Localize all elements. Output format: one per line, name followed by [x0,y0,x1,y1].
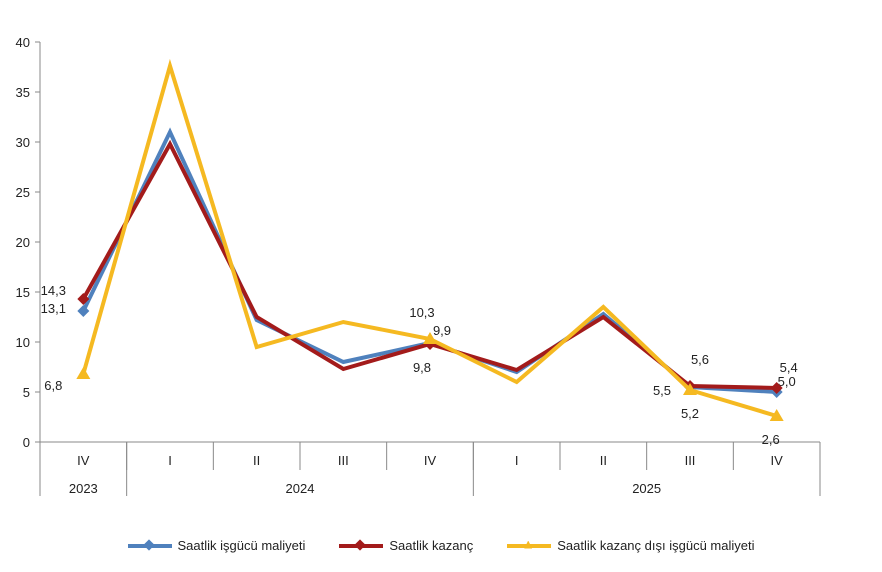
y-tick-label: 40 [16,35,30,50]
y-tick-label: 5 [23,385,30,400]
x-tick-label: IV [77,453,90,468]
legend-label: Saatlik kazanç dışı işgücü maliyeti [557,538,755,553]
diamond-marker-icon [339,538,384,551]
data-label: 5,4 [780,360,798,375]
legend-item: Saatlik işgücü maliyeti [127,538,306,553]
x-tick-label: IV [771,453,784,468]
y-tick-label: 35 [16,85,30,100]
data-label: 6,8 [44,378,62,393]
series-line-0 [81,127,777,394]
legend: Saatlik işgücü maliyeti Saatlik kazanç Saa… [0,538,882,553]
x-tick-label: I [515,453,519,468]
triangle-marker [76,367,91,379]
y-tick-label: 0 [23,435,30,450]
diamond-marker [770,382,783,394]
triangle-marker [769,409,784,421]
data-label: 5,5 [653,383,671,398]
data-label: 5,0 [778,374,796,389]
data-label: 5,2 [681,406,699,421]
data-label: 2,6 [762,432,780,447]
year-label: 2024 [286,481,315,496]
data-label: 9,8 [413,360,431,375]
legend-label: Saatlik işgücü maliyeti [177,538,306,553]
legend-item: Saatlik kazanç [339,538,473,553]
x-tick-label: III [685,453,696,468]
triangle-marker [683,383,697,395]
diamond-marker [77,293,90,305]
diamond-marker-icon [127,538,172,551]
y-tick-label: 10 [16,335,30,350]
legend-label: Saatlik kazanç [389,538,474,553]
x-tick-label: II [253,453,260,468]
y-tick-label: 15 [16,285,30,300]
diamond-marker [77,305,90,317]
triangle-marker-icon [507,540,552,549]
data-label: 9,9 [433,323,451,338]
y-tick-label: 30 [16,135,30,150]
x-tick-label: IV [424,453,437,468]
triangle-marker [423,332,437,344]
legend-item: Saatlik kazanç dışı işgücü maliyeti [507,538,754,553]
x-tick-label: III [338,453,349,468]
data-label: 14,3 [41,283,66,298]
x-tick-label: I [168,453,172,468]
x-tick-label: II [600,453,607,468]
data-label: 10,3 [409,305,434,320]
year-label: 2023 [69,481,98,496]
year-label: 2025 [632,481,661,496]
y-tick-label: 20 [16,235,30,250]
data-label: 13,1 [41,301,66,316]
data-label: 5,6 [691,352,709,367]
y-tick-label: 25 [16,185,30,200]
series-line-1 [81,139,777,390]
